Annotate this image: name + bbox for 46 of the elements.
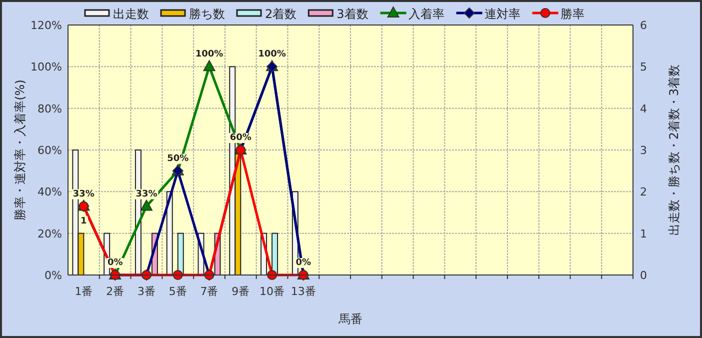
x-tick-label: 13番 bbox=[290, 285, 316, 298]
annotation: 100% bbox=[195, 50, 224, 60]
annotation: 50% bbox=[167, 154, 189, 164]
annotation: 33% bbox=[136, 189, 158, 200]
annotation: 0% bbox=[296, 258, 312, 268]
annotation: 0% bbox=[107, 258, 123, 268]
y-tick-label: 80% bbox=[38, 102, 62, 116]
legend-label: 出走数 bbox=[113, 7, 149, 21]
y2-tick-label: 3 bbox=[640, 144, 647, 157]
legend-label: 2着数 bbox=[265, 7, 297, 21]
y-tick-label: 20% bbox=[38, 227, 62, 240]
y2-tick-label: 6 bbox=[640, 19, 647, 32]
y-tick-label: 60% bbox=[38, 144, 62, 157]
y2-tick-label: 1 bbox=[640, 227, 647, 240]
bar bbox=[166, 191, 173, 276]
bar bbox=[177, 232, 184, 276]
legend-label: 連対率 bbox=[484, 7, 520, 21]
x-tick-label: 3番 bbox=[137, 285, 156, 298]
x-tick-label: 7番 bbox=[200, 285, 218, 298]
x-tick-label: 2番 bbox=[106, 285, 124, 298]
legend-label: 勝ち数 bbox=[189, 7, 225, 21]
point bbox=[203, 60, 216, 72]
y2-tick-label: 2 bbox=[640, 186, 647, 199]
y2-tick-label: 5 bbox=[640, 60, 647, 74]
annotation: 100% bbox=[258, 50, 286, 60]
x-tick-label: 5番 bbox=[168, 285, 187, 298]
y2-axis-title: 出走数・勝ち数・2着数・3着数 bbox=[667, 64, 681, 236]
y-tick-label: 40% bbox=[38, 186, 62, 199]
y2-tick-label: 4 bbox=[640, 102, 647, 116]
annotation: 60% bbox=[230, 133, 252, 143]
annotation: 1 bbox=[80, 216, 87, 226]
bar bbox=[272, 232, 278, 276]
x-axis-title: 馬番 bbox=[338, 312, 362, 326]
legend-label: 勝率 bbox=[560, 7, 584, 21]
annotation: 33% bbox=[72, 189, 94, 200]
y-tick-label: 100% bbox=[30, 60, 62, 74]
legend-label: 入着率 bbox=[408, 7, 444, 21]
y2-tick-label: 0 bbox=[640, 269, 647, 282]
x-tick-label: 10番 bbox=[260, 285, 285, 298]
x-tick-label: 1番 bbox=[74, 285, 93, 298]
y-tick-label: 120% bbox=[30, 19, 62, 32]
point bbox=[140, 200, 152, 211]
y-axis-title: 勝率・連対率・入着率(%) bbox=[13, 80, 27, 220]
x-tick-label: 9番 bbox=[232, 285, 250, 298]
y-tick-label: 0% bbox=[44, 269, 62, 282]
legend-label: 3着数 bbox=[336, 7, 368, 21]
